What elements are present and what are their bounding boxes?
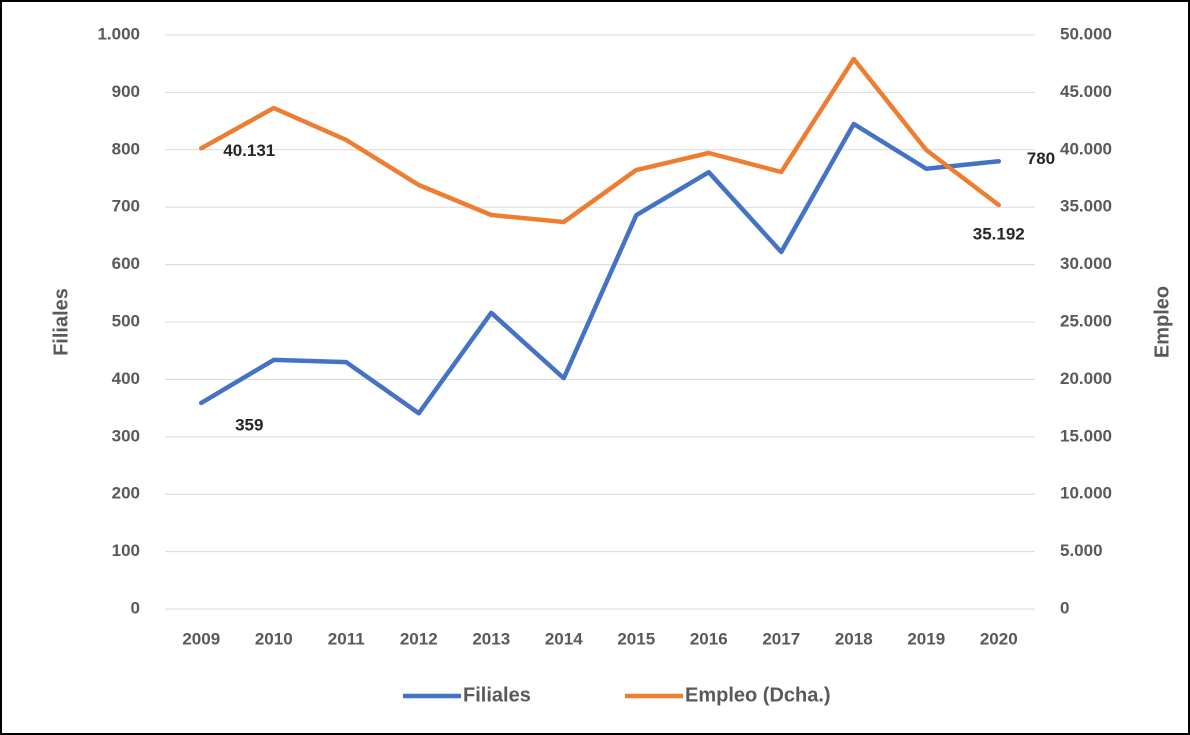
x-tick-label: 2019 xyxy=(907,629,945,648)
x-tick-label: 2017 xyxy=(762,629,800,648)
x-tick-label: 2020 xyxy=(980,629,1018,648)
y-tick-label: 1.000 xyxy=(97,24,140,43)
y-axis-title: Filiales xyxy=(50,288,72,356)
y2-tick-label: 50.000 xyxy=(1060,24,1112,43)
legend-label: Empleo (Dcha.) xyxy=(685,684,831,706)
y2-tick-label: 0 xyxy=(1060,598,1069,617)
y-tick-label: 300 xyxy=(112,426,140,445)
x-tick-label: 2016 xyxy=(690,629,728,648)
y2-tick-label: 40.000 xyxy=(1060,139,1112,158)
y-tick-label: 200 xyxy=(112,484,140,503)
y2-tick-label: 25.000 xyxy=(1060,311,1112,330)
y-tick-label: 800 xyxy=(112,139,140,158)
y2-tick-label: 10.000 xyxy=(1060,484,1112,503)
y2-tick-label: 5.000 xyxy=(1060,541,1103,560)
y-tick-label: 700 xyxy=(112,197,140,216)
x-tick-label: 2009 xyxy=(182,629,220,648)
y-tick-label: 400 xyxy=(112,369,140,388)
series-line xyxy=(199,56,1001,225)
y2-tick-label: 45.000 xyxy=(1060,82,1112,101)
x-tick-label: 2010 xyxy=(255,629,293,648)
x-tick-label: 2011 xyxy=(328,629,365,648)
y-tick-label: 500 xyxy=(112,311,140,330)
data-label: 359 xyxy=(235,415,263,434)
y2-tick-label: 15.000 xyxy=(1060,426,1112,445)
y2-tick-label: 30.000 xyxy=(1060,254,1112,273)
y2-axis-title: Empleo xyxy=(1151,286,1173,358)
x-tick-label: 2018 xyxy=(835,629,873,648)
x-tick-label: 2015 xyxy=(617,629,655,648)
y-tick-label: 100 xyxy=(112,541,140,560)
y2-tick-label: 20.000 xyxy=(1060,369,1112,388)
y2-tick-label: 35.000 xyxy=(1060,197,1112,216)
x-tick-label: 2012 xyxy=(400,629,438,648)
legend-label: Filiales xyxy=(463,684,531,706)
data-label: 35.192 xyxy=(973,224,1025,243)
y-tick-label: 600 xyxy=(112,254,140,273)
x-tick-label: 2014 xyxy=(545,629,583,648)
data-label: 780 xyxy=(1027,149,1055,168)
y-tick-label: 0 xyxy=(131,598,140,617)
series-line xyxy=(199,121,1001,416)
x-tick-label: 2013 xyxy=(472,629,510,648)
data-label: 40.131 xyxy=(223,141,275,160)
y-tick-label: 900 xyxy=(112,82,140,101)
